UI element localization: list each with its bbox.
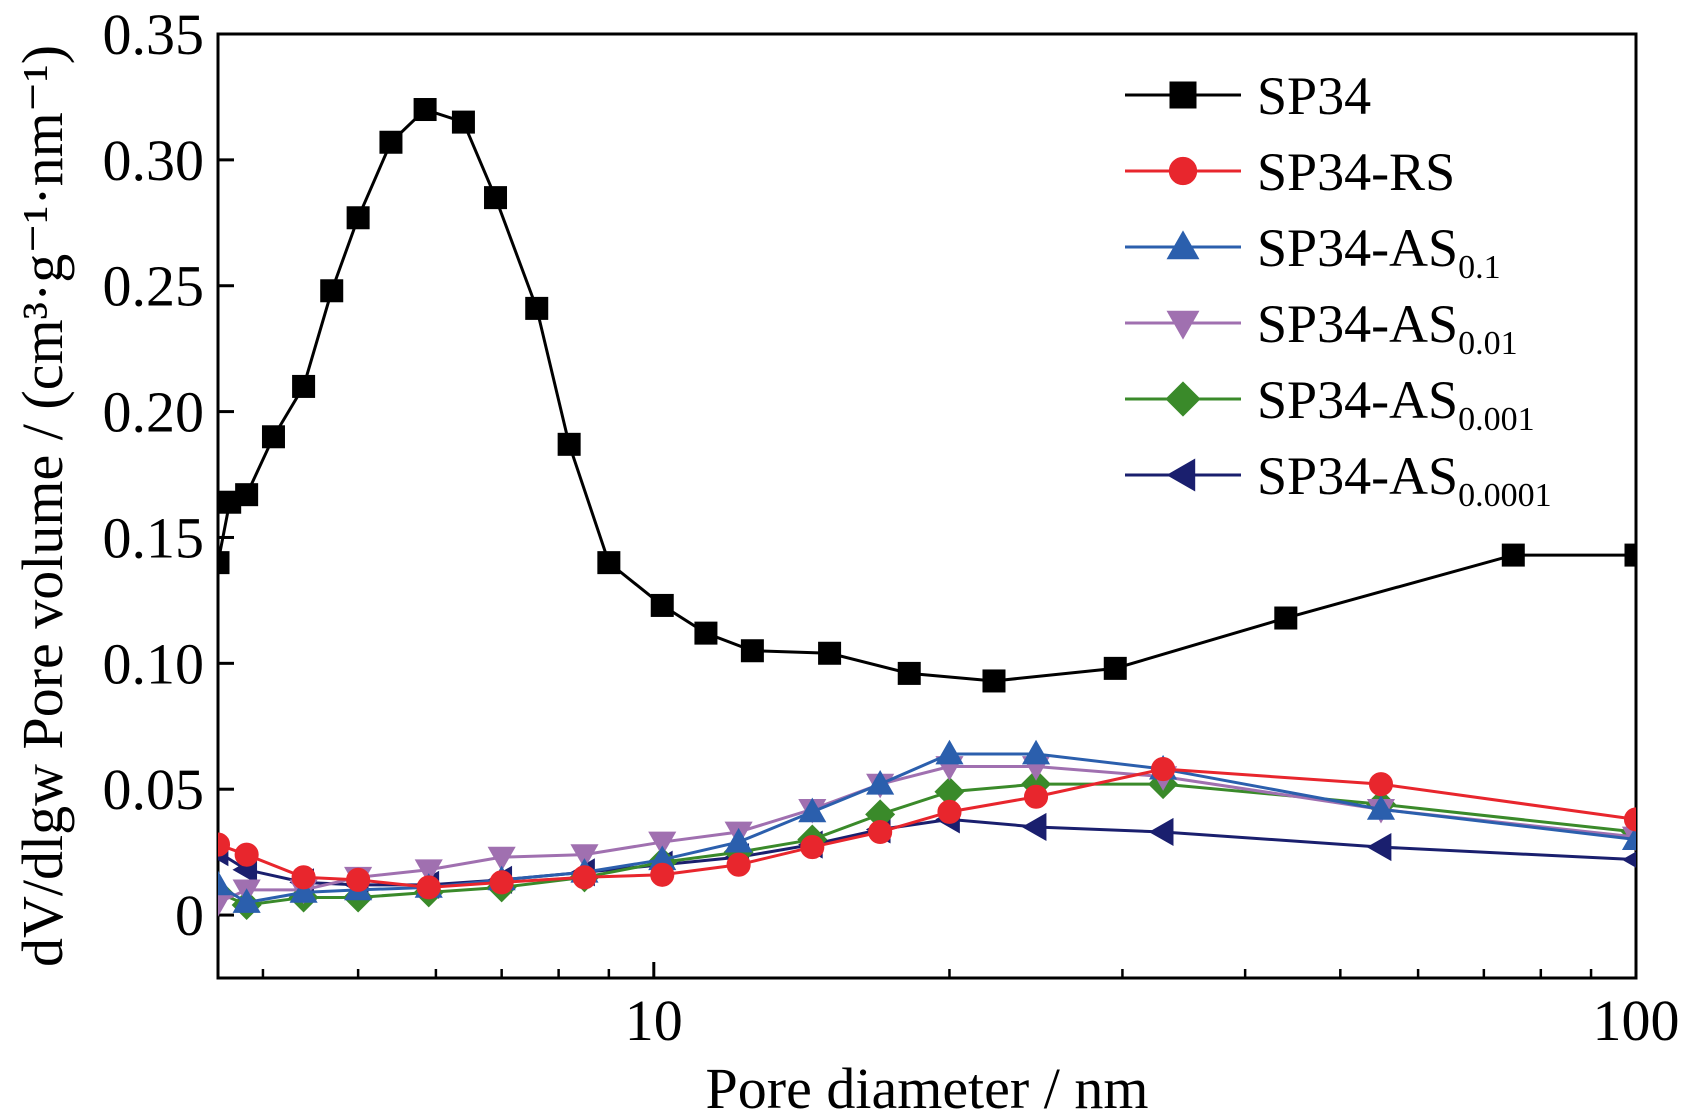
- data-point: [937, 799, 962, 824]
- legend-marker: [1166, 310, 1200, 340]
- data-point: [414, 859, 443, 884]
- data-point: [416, 875, 441, 900]
- x-tick-label: 100: [1593, 988, 1680, 1053]
- data-point: [218, 832, 231, 857]
- legend: SP34 SP34-RS SP34-AS0.1 SP34-AS0.01 SP34-AS0…: [1125, 66, 1552, 514]
- data-point: [413, 98, 437, 122]
- y-tick-label: 0.35: [103, 2, 205, 67]
- legend-marker: [1166, 458, 1196, 492]
- data-point: [484, 186, 508, 210]
- data-point: [570, 844, 599, 869]
- legend-label: SP34: [1257, 66, 1371, 126]
- data-point: [1021, 739, 1051, 765]
- x-tick-label: 10: [625, 988, 683, 1053]
- legend-item: SP34-RS: [1125, 142, 1455, 202]
- data-point: [1623, 807, 1636, 832]
- y-axis-label: dV/dlgw Pore volume / (cm³·g⁻¹·nm⁻¹): [10, 45, 75, 967]
- data-point: [650, 862, 675, 887]
- data-point: [234, 842, 259, 867]
- data-point: [487, 846, 516, 872]
- data-point: [346, 206, 370, 230]
- data-point: [798, 797, 827, 823]
- legend-marker: [1169, 81, 1197, 109]
- legend-item: SP34-AS0.1: [1125, 218, 1501, 286]
- data-point: [320, 279, 344, 303]
- data-point: [800, 835, 825, 860]
- data-point: [1148, 817, 1174, 847]
- legend-marker: [1165, 381, 1201, 417]
- series-line: [218, 752, 1636, 905]
- data-point: [897, 661, 921, 685]
- data-point: [694, 621, 718, 645]
- legend-item: SP34: [1125, 66, 1371, 126]
- data-point: [261, 425, 285, 449]
- y-tick-label: 0.30: [103, 128, 205, 193]
- data-point: [1103, 656, 1127, 680]
- data-point: [489, 870, 514, 895]
- legend-marker: [1166, 230, 1200, 260]
- series-0: [218, 98, 1636, 693]
- plot-frame: [216, 32, 1638, 980]
- data-point: [935, 739, 964, 765]
- data-point: [572, 865, 597, 890]
- data-point: [648, 831, 677, 857]
- data-point: [724, 827, 753, 853]
- data-point: [218, 551, 230, 575]
- data-point: [525, 296, 549, 320]
- data-point: [218, 870, 233, 896]
- legend-label: SP34-RS: [1257, 142, 1455, 202]
- series-line: [218, 765, 1636, 904]
- y-tick-label: 0.15: [103, 505, 205, 570]
- y-tick-label: 0.05: [103, 757, 205, 822]
- data-point: [235, 483, 259, 507]
- data-point: [292, 374, 316, 398]
- y-tick-label: 0.25: [103, 254, 205, 319]
- data-point: [982, 669, 1006, 693]
- legend-label: SP34-AS0.001: [1257, 370, 1535, 438]
- series-line: [218, 767, 1636, 889]
- legend-marker: [1168, 156, 1198, 186]
- data-point: [218, 892, 233, 917]
- data-point: [451, 110, 475, 134]
- data-point: [597, 551, 621, 575]
- x-axis-label: Pore diameter / nm: [706, 1056, 1149, 1114]
- plot-area: [218, 98, 1636, 921]
- series-1: [218, 757, 1636, 900]
- data-point: [1366, 833, 1392, 862]
- data-point: [1021, 812, 1047, 842]
- data-point: [1501, 543, 1525, 567]
- data-point: [868, 819, 893, 845]
- data-point: [232, 888, 261, 913]
- data-point: [1368, 772, 1394, 797]
- data-point: [289, 878, 318, 903]
- legend-item: SP34-AS0.001: [1125, 370, 1535, 438]
- data-point: [1023, 784, 1049, 809]
- data-point: [1621, 825, 1636, 850]
- data-point: [650, 593, 674, 617]
- data-point: [818, 641, 842, 665]
- data-point: [740, 639, 764, 663]
- y-tick-label: 0.20: [103, 380, 205, 445]
- legend-item: SP34-AS0.01: [1125, 294, 1518, 362]
- legend-item: SP34-AS0.0001: [1125, 446, 1552, 514]
- data-point: [379, 130, 403, 154]
- data-point: [346, 867, 371, 892]
- data-point: [1151, 757, 1176, 782]
- legend-label: SP34-AS0.01: [1257, 294, 1518, 362]
- data-point: [1621, 851, 1636, 868]
- legend-label: SP34-AS0.1: [1257, 218, 1501, 286]
- y-tick-label: 0.10: [103, 631, 205, 696]
- data-point: [1366, 795, 1396, 820]
- data-point: [726, 852, 751, 877]
- data-point: [866, 769, 895, 795]
- data-point: [1274, 606, 1298, 630]
- y-tick-label: 0: [175, 883, 204, 948]
- data-point: [557, 432, 581, 456]
- legend-label: SP34-AS0.0001: [1257, 446, 1552, 514]
- data-point: [1624, 543, 1636, 567]
- data-point: [291, 865, 316, 890]
